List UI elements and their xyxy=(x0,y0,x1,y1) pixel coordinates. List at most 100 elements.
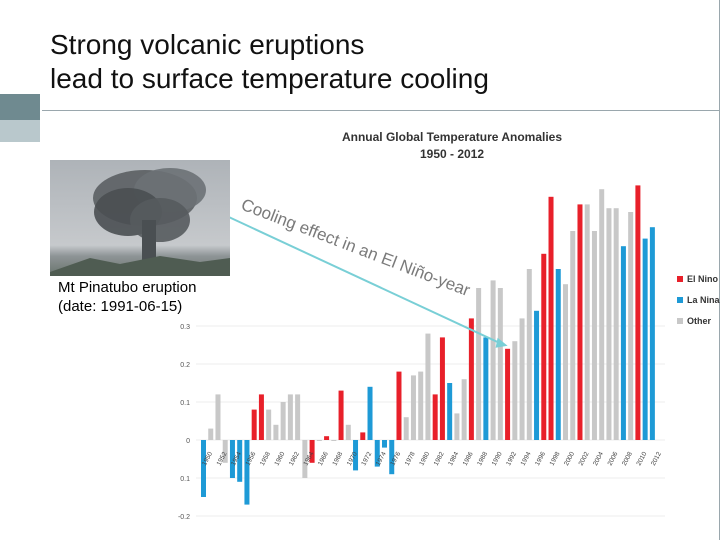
bar-1959 xyxy=(266,409,272,440)
bar-2005 xyxy=(599,189,605,440)
x-tick-label: 1984 xyxy=(447,451,460,467)
bar-1964 xyxy=(302,440,308,478)
bar-1967 xyxy=(324,436,330,440)
bar-2009 xyxy=(628,212,634,440)
y-tick-label: 0.1 xyxy=(180,400,190,407)
x-tick-label: 2006 xyxy=(607,451,620,467)
bar-2010 xyxy=(635,185,641,440)
x-tick-label: 2004 xyxy=(592,451,605,467)
bar-1982 xyxy=(432,394,438,440)
bar-1956 xyxy=(244,440,250,505)
x-tick-label: 1988 xyxy=(476,451,489,467)
bar-1953 xyxy=(222,440,228,463)
bar-1998 xyxy=(548,196,554,440)
x-tick-label: 2000 xyxy=(563,451,576,467)
y-tick-label: -0.2 xyxy=(178,514,190,521)
bar-1958 xyxy=(258,394,264,440)
x-tick-label: 1992 xyxy=(505,451,518,467)
bar-1993 xyxy=(512,341,518,440)
bar-1971 xyxy=(353,440,359,471)
x-tick-label: 1986 xyxy=(462,451,475,467)
bar-1980 xyxy=(418,371,424,440)
annotation-text: Cooling effect in an El Niño-year xyxy=(239,195,473,300)
x-tick-label: 1980 xyxy=(418,451,431,467)
legend-label: Other xyxy=(687,316,712,326)
legend-label: El Nino xyxy=(687,274,719,284)
bar-1977 xyxy=(396,371,402,440)
bar-2008 xyxy=(620,246,626,440)
bar-1991 xyxy=(497,288,503,440)
x-tick-label: 1966 xyxy=(317,451,330,467)
bar-1950 xyxy=(201,440,206,497)
bar-1955 xyxy=(237,440,243,482)
bar-1962 xyxy=(287,394,293,440)
chart-legend: El Nino La Nina Other xyxy=(677,274,720,326)
bar-1996 xyxy=(534,310,540,440)
chart-bars xyxy=(201,185,655,505)
bar-1951 xyxy=(208,428,214,440)
bar-1986 xyxy=(461,379,467,440)
bar-2012 xyxy=(649,227,655,440)
x-tick-label: 1968 xyxy=(331,451,344,467)
bar-1973 xyxy=(367,386,373,440)
bar-1979 xyxy=(410,375,416,440)
y-tick-label: 0.3 xyxy=(180,324,190,331)
bar-1988 xyxy=(476,288,482,440)
bar-1969 xyxy=(338,390,344,440)
bar-1970 xyxy=(345,424,351,440)
x-tick-label: 1990 xyxy=(491,451,504,467)
bar-1952 xyxy=(215,394,221,440)
slide-title-line-2: lead to surface temperature cooling xyxy=(50,63,489,94)
chart-title: Annual Global Temperature Anomalies xyxy=(342,130,562,144)
bar-1976 xyxy=(389,440,395,475)
bar-1997 xyxy=(541,253,547,440)
x-tick-label: 2002 xyxy=(578,451,591,467)
bar-1966 xyxy=(316,440,322,441)
y-tick-label: 0.1 xyxy=(180,476,190,483)
corner-accent-dark xyxy=(0,94,40,120)
bar-2007 xyxy=(613,208,619,440)
bar-2000 xyxy=(563,284,568,440)
bar-1975 xyxy=(382,440,387,448)
bar-1972 xyxy=(360,432,366,440)
bar-1994 xyxy=(519,318,525,440)
x-tick-label: 2008 xyxy=(621,451,634,467)
legend-label: La Nina xyxy=(687,295,720,305)
bar-1968 xyxy=(331,440,337,441)
bar-1974 xyxy=(374,440,380,467)
bar-1961 xyxy=(280,402,286,440)
x-tick-label: 1960 xyxy=(273,451,286,467)
photo-caption-line-1: Mt Pinatubo eruption xyxy=(58,279,197,296)
bar-1987 xyxy=(468,318,474,440)
bar-1990 xyxy=(490,280,496,440)
chart-subtitle: 1950 - 2012 xyxy=(420,147,484,161)
bar-1985 xyxy=(454,413,460,440)
annotation-group: Cooling effect in an El Niño-year xyxy=(217,195,508,348)
bar-1960 xyxy=(273,424,279,440)
bar-1984 xyxy=(447,383,453,440)
chart-x-axis: 1950 1952 1954 1956 1958 1960 1962 1964 1966 1968… xyxy=(201,451,663,467)
bar-1999 xyxy=(555,269,561,440)
bar-2001 xyxy=(570,231,576,440)
legend-swatch xyxy=(677,276,683,282)
bar-1954 xyxy=(229,440,235,478)
bar-1992 xyxy=(505,348,511,440)
annotation-arrowhead xyxy=(495,337,508,348)
bar-2003 xyxy=(584,204,590,440)
x-tick-label: 2010 xyxy=(635,451,648,467)
title-divider xyxy=(42,110,720,111)
x-tick-label: 2012 xyxy=(650,451,663,467)
x-tick-label: 1996 xyxy=(534,451,547,467)
bar-1978 xyxy=(403,417,409,440)
x-tick-label: 1972 xyxy=(360,451,373,467)
bar-2011 xyxy=(642,238,648,440)
slide-title: Strong volcanic eruptions lead to surfac… xyxy=(50,28,489,96)
slide-title-line-1: Strong volcanic eruptions xyxy=(50,29,365,60)
bar-1981 xyxy=(425,333,431,440)
corner-accent-light xyxy=(0,120,40,142)
annotation-arrow xyxy=(217,211,505,346)
x-tick-label: 1994 xyxy=(520,451,533,467)
bar-2002 xyxy=(577,204,583,440)
chart-y-axis: -0.2 0.1 0 0.1 0.2 0.3 xyxy=(178,324,190,521)
